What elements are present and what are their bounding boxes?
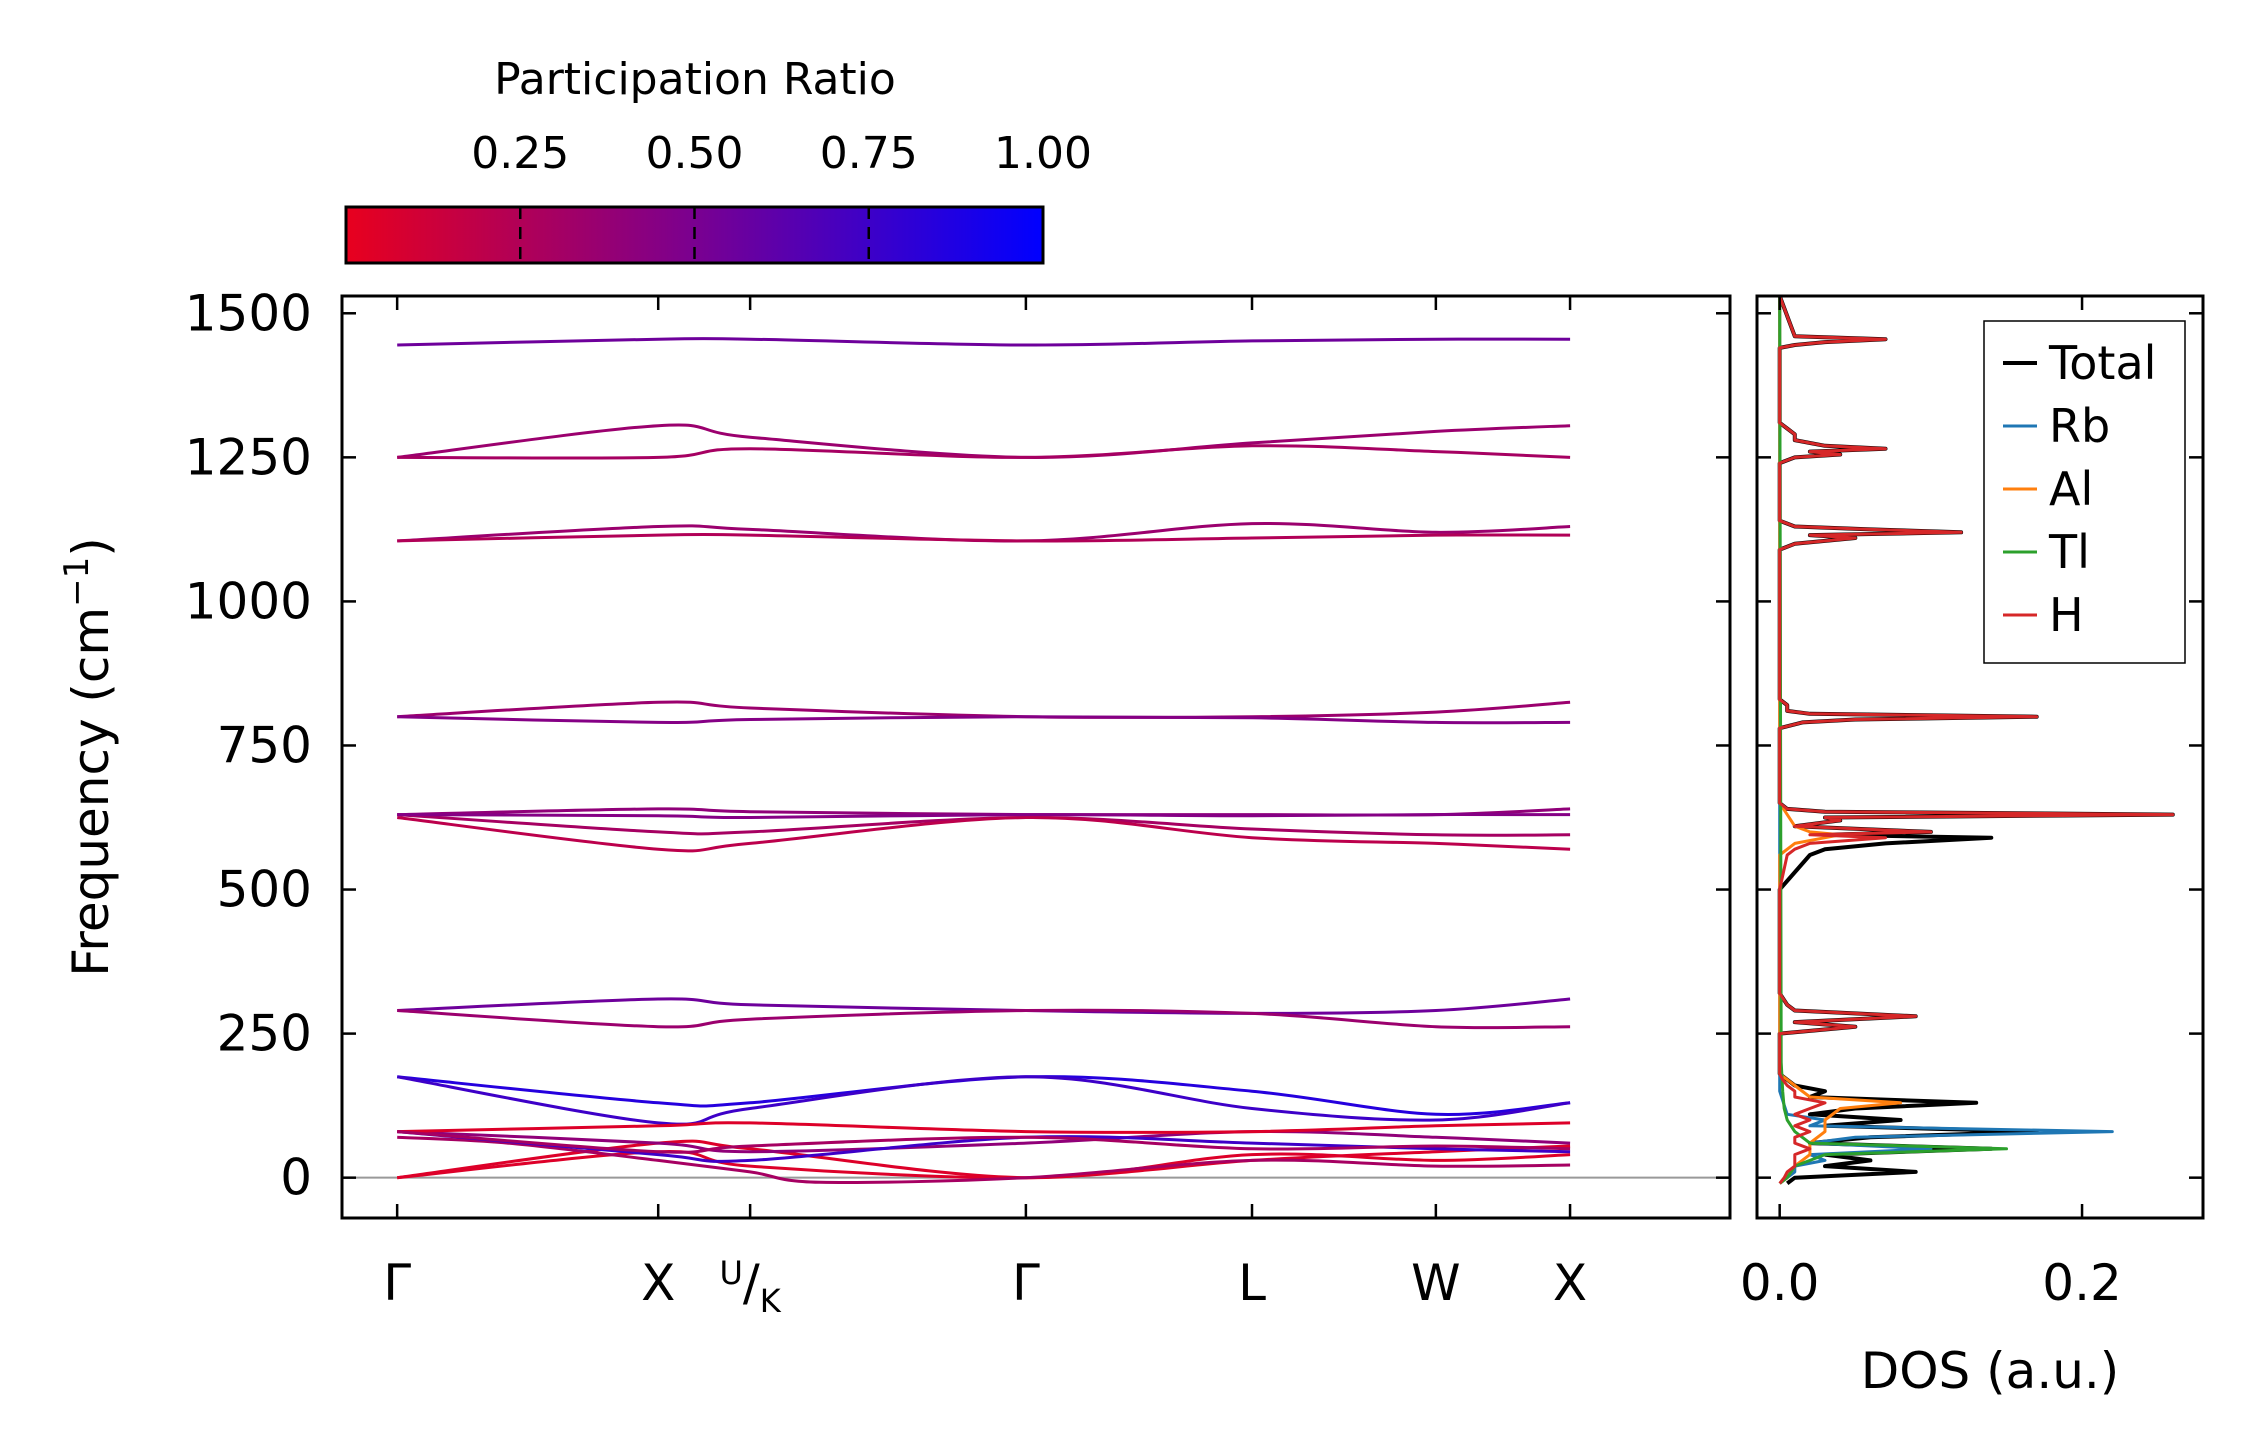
dos-plot-frame: [1755, 294, 2205, 1220]
band-axes: 0 250 500 750 1000 1250 1500 Γ X U/K Γ L W X: [185, 284, 1730, 1320]
band-line-band-19: [397, 532, 1571, 543]
colorbar-tick-label: 0.75: [820, 128, 918, 179]
dos-x-tick-label: 0.2: [2042, 1254, 2122, 1312]
colorbar-title: Participation Ratio: [494, 54, 896, 105]
legend-box: [1983, 320, 2186, 664]
dos-curves: [1777, 295, 2175, 1185]
y-axis-label-close: ): [62, 537, 120, 557]
legend: Total Rb Al Tl H: [1983, 320, 2186, 664]
colorbar-tick-label: 1.00: [994, 128, 1092, 179]
dos-line-h: [1778, 295, 2175, 1185]
high-symmetry-label: X: [1553, 1254, 1587, 1312]
dos-x-axis-label: DOS (a.u.): [1861, 1342, 2120, 1400]
legend-label-h: H: [2049, 588, 2084, 642]
legend-label-tl: Tl: [2048, 525, 2090, 579]
band-line-band-11: [397, 1008, 1571, 1030]
band-line-band-3: [397, 1135, 1571, 1185]
y-axis-label: Frequency (cm−1): [57, 537, 120, 977]
band-line-band-16: [397, 700, 1571, 720]
band-line-band-20: [397, 423, 1571, 459]
band-line-band-14: [397, 815, 1571, 853]
high-symmetry-label: U/K: [719, 1254, 781, 1320]
y-tick-label: 0: [280, 1149, 312, 1207]
band-line-band-22: [397, 337, 1571, 347]
colorbar-tick-label: 0.50: [646, 128, 744, 179]
high-symmetry-label: Γ: [1012, 1254, 1040, 1312]
dos-axes: 0.0 0.2: [1740, 296, 2203, 1312]
band-line-band-13: [397, 813, 1571, 837]
colorbar-ticks: 0.25 0.50 0.75 1.00: [471, 128, 1092, 263]
band-line-band-21: [397, 444, 1571, 460]
band-line-band-17: [397, 715, 1571, 725]
dos-line-al: [1778, 296, 1903, 1185]
colorbar-tick-label: 0.25: [471, 128, 569, 179]
y-tick-label: 250: [217, 1005, 312, 1063]
y-tick-label: 750: [217, 716, 312, 774]
band-structure-panel: 0 250 500 750 1000 1250 1500 Γ X U/K Γ L W X Frequenc…: [57, 284, 1732, 1320]
band-line-band-8: [397, 1121, 1571, 1134]
legend-entries: Total Rb Al Tl H: [2003, 336, 2156, 642]
y-tick-label: 1250: [185, 428, 312, 486]
y-axis-label-main: Frequency (cm: [62, 607, 120, 977]
band-line-band-15: [397, 813, 1571, 820]
band-line-band-7: [396, 1075, 1571, 1126]
band-line-band-9: [397, 1130, 1571, 1154]
legend-label-al: Al: [2049, 462, 2093, 516]
high-symmetry-label: L: [1238, 1254, 1266, 1312]
high-symmetry-label: W: [1411, 1254, 1460, 1312]
colorbar: Participation Ratio 0.25 0.50 0.75 1.00: [344, 54, 1092, 265]
high-symmetry-label: X: [641, 1254, 675, 1312]
high-symmetry-label: Γ: [383, 1254, 411, 1312]
phonon-bands: [396, 337, 1571, 1185]
dos-panel: 0.0 0.2 DOS (a.u.) Total Rb Al Tl H: [1740, 294, 2205, 1400]
legend-label-total: Total: [2048, 336, 2156, 390]
band-plot-frame: [340, 294, 1732, 1220]
dos-x-tick-label: 0.0: [1740, 1254, 1820, 1312]
y-axis-label-sup: −1: [57, 557, 97, 607]
y-tick-label: 1500: [185, 284, 312, 342]
dos-line-tl: [1778, 295, 2008, 1185]
legend-label-rb: Rb: [2049, 399, 2110, 453]
y-tick-label: 1000: [185, 572, 312, 630]
y-tick-label: 500: [217, 861, 312, 919]
band-line-band-4: [397, 1129, 1571, 1154]
